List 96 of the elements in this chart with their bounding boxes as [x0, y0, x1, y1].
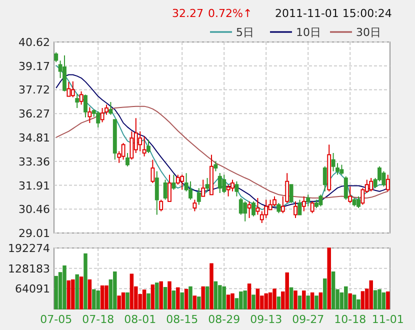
x-tick-label: 09-13 — [250, 313, 282, 326]
bar — [298, 296, 302, 310]
bar — [294, 290, 298, 310]
bar — [96, 290, 100, 310]
bar — [230, 293, 234, 310]
bar — [117, 296, 121, 310]
y-tick-label: 36.27 — [18, 108, 50, 121]
bar — [348, 293, 352, 310]
bar — [306, 296, 310, 310]
y-tick-label: 40.62 — [18, 36, 50, 49]
bar — [386, 291, 390, 310]
bar — [314, 296, 318, 310]
legend-label: 30日 — [356, 26, 381, 39]
bar — [184, 288, 188, 310]
bar — [75, 274, 79, 310]
bar — [214, 281, 218, 310]
bar — [71, 279, 75, 310]
legend-label: 5日 — [236, 26, 254, 39]
x-tick-label: 10-18 — [334, 313, 366, 326]
bar — [180, 292, 184, 310]
bar — [197, 296, 201, 310]
bar — [155, 282, 159, 310]
text: 2011-11-01 15:00:24 — [275, 7, 392, 20]
bar — [176, 287, 180, 310]
bar — [188, 286, 192, 310]
bar — [113, 271, 117, 310]
bar — [369, 280, 373, 310]
bar — [226, 294, 230, 310]
bar — [150, 284, 155, 310]
bar — [66, 280, 71, 310]
bar — [159, 281, 163, 310]
bar — [130, 274, 134, 310]
y-tick-label: 31.91 — [18, 179, 50, 192]
bar — [84, 253, 88, 310]
bar — [310, 292, 314, 310]
bar — [272, 288, 276, 310]
x-tick-label: 07-18 — [82, 313, 114, 326]
bar — [205, 286, 210, 310]
bar — [378, 289, 382, 310]
y-tick-label: 128183 — [8, 262, 50, 276]
bar — [126, 292, 130, 310]
text: 0.72%↑ — [208, 7, 252, 20]
bar — [331, 271, 336, 310]
x-tick-label: 08-01 — [124, 313, 156, 326]
x-tick-label: 11-01 — [372, 313, 404, 326]
text: 32.27 — [172, 7, 204, 20]
bar — [382, 292, 386, 310]
bar — [327, 248, 331, 310]
x-tick-label: 07-05 — [40, 313, 72, 326]
bar — [268, 292, 272, 310]
bar — [88, 279, 92, 310]
bar — [247, 284, 252, 310]
bar — [373, 290, 378, 310]
y-tick-label: 37.72 — [18, 84, 50, 97]
x-tick-label: 08-29 — [208, 313, 240, 326]
y-tick-label: 34.81 — [18, 132, 50, 145]
x-tick-label: 09-27 — [292, 313, 324, 326]
x-tick-label: 08-15 — [166, 313, 198, 326]
bar — [256, 288, 260, 310]
bar — [352, 294, 356, 310]
bar — [318, 292, 323, 310]
y-tick-label: 39.17 — [18, 60, 50, 73]
bar — [276, 296, 281, 310]
bar — [344, 286, 348, 310]
bar — [172, 290, 176, 310]
bar — [239, 291, 243, 310]
bar — [79, 276, 84, 310]
legend-label: 10日 — [296, 26, 321, 39]
bar — [92, 289, 96, 310]
bar — [62, 265, 66, 310]
bar — [163, 287, 168, 310]
y-tick-label: 30.46 — [18, 203, 50, 216]
bar — [222, 286, 226, 310]
bar — [146, 293, 150, 310]
bar — [142, 290, 146, 310]
bar — [218, 285, 222, 310]
bar — [104, 285, 108, 310]
bar — [264, 293, 268, 310]
y-tick-label: 192274 — [8, 242, 50, 255]
bar — [210, 263, 214, 310]
bar — [289, 287, 294, 310]
y-tick-label: 33.36 — [18, 155, 50, 168]
bar — [54, 276, 58, 310]
bar — [192, 296, 197, 310]
bar — [243, 290, 247, 310]
bar — [302, 290, 306, 310]
bar — [252, 294, 256, 310]
bar — [121, 292, 126, 310]
bar — [285, 272, 289, 310]
bar — [100, 285, 104, 310]
bar — [201, 286, 205, 310]
bar — [168, 281, 172, 310]
y-tick-label: 64091 — [15, 282, 50, 296]
bar — [323, 278, 327, 310]
bar — [360, 291, 365, 310]
y-tick-label: 29.01 — [18, 227, 50, 240]
